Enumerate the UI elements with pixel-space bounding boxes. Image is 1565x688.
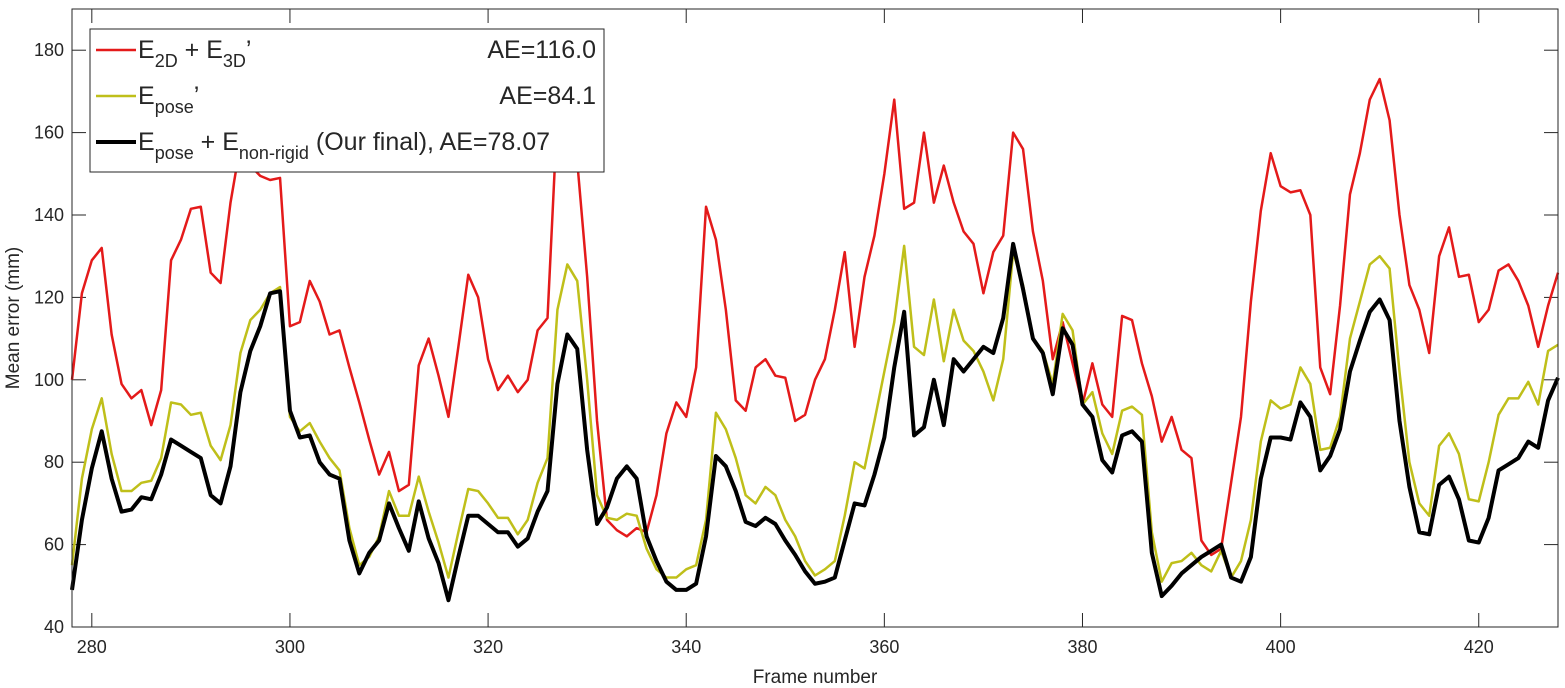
legend-label-subscript: pose [155, 97, 194, 117]
legend-label-part: E [138, 128, 155, 156]
legend-label-subscript: 2D [155, 51, 178, 71]
legend-label-subscript: pose [155, 143, 194, 163]
x-tick-label: 360 [869, 637, 899, 657]
y-tick-label: 100 [34, 370, 64, 390]
y-tick-label: 160 [34, 123, 64, 143]
x-tick-label: 340 [671, 637, 701, 657]
x-axis-ticks: 280 300 320 340 360 380 400 420 [77, 9, 1494, 657]
legend-label-part: ’ [194, 82, 200, 110]
legend-label: E2D + E3D’ [138, 36, 251, 71]
x-tick-label: 400 [1266, 637, 1296, 657]
series-line-3 [70, 241, 1560, 603]
legend-box [89, 28, 605, 173]
y-tick-label: 80 [44, 452, 64, 472]
legend-label-part: E [138, 36, 155, 64]
legend-ae-label: AE=84.1 [499, 82, 596, 110]
legend-label-part: (Our final), AE=78.07 [309, 128, 550, 156]
plot-frame [71, 8, 1559, 628]
y-tick-label: 180 [34, 40, 64, 60]
y-axis-label: Mean error (mm) [3, 247, 24, 390]
legend-label-part: + E [178, 36, 223, 64]
x-tick-label: 320 [473, 637, 503, 657]
legend-label-subscript: 3D [223, 51, 246, 71]
y-tick-label: 40 [44, 617, 64, 637]
legend-label-part: E [138, 82, 155, 110]
legend-ae-label: AE=116.0 [487, 36, 596, 64]
legend-label-part: ’ [246, 36, 252, 64]
y-axis-ticks: 40 60 80 100 120 140 160 180 [34, 40, 1558, 637]
legend-label-subscript: non-rigid [239, 143, 309, 163]
series-line-2 [70, 244, 1559, 583]
series-layer [70, 77, 1560, 603]
legend-label: Epose’ [138, 82, 199, 117]
y-tick-label: 120 [34, 287, 64, 307]
x-tick-label: 420 [1464, 637, 1494, 657]
y-tick-label: 140 [34, 205, 64, 225]
x-axis-label: Frame number [753, 667, 878, 688]
x-tick-label: 280 [77, 637, 107, 657]
legend-label-part: + E [194, 128, 239, 156]
y-tick-label: 60 [44, 535, 64, 555]
series-line-1 [70, 77, 1560, 557]
x-tick-label: 380 [1067, 637, 1097, 657]
legend-label: Epose + Enon-rigid (Our final), AE=78.07 [138, 128, 550, 163]
x-tick-label: 300 [275, 637, 305, 657]
